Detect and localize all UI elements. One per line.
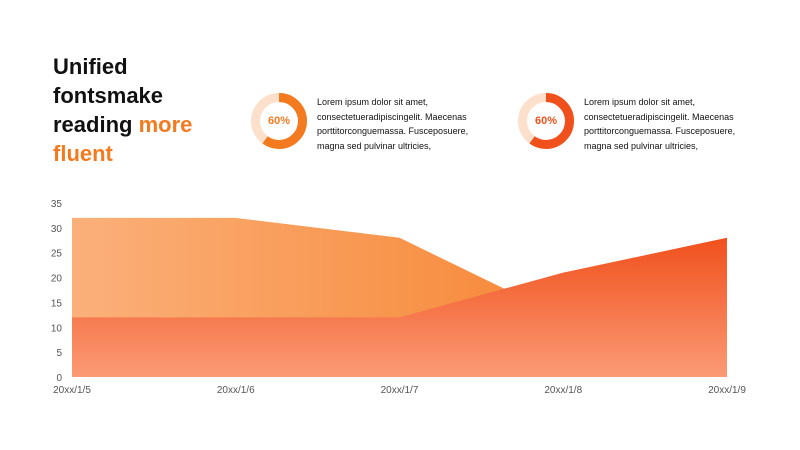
x-tick-label: 20xx/1/8 xyxy=(544,385,582,396)
x-tick-label: 20xx/1/6 xyxy=(217,385,255,396)
y-tick-label: 5 xyxy=(56,348,62,359)
title-line-3-plain: reading xyxy=(53,112,139,137)
y-tick-label: 30 xyxy=(51,224,63,235)
page-title: Unified fontsmake reading more fluent xyxy=(53,52,243,168)
x-tick-label: 20xx/1/9 xyxy=(708,385,746,396)
donut-chart-1: 60% xyxy=(249,91,309,151)
title-line-1: Unified xyxy=(53,54,128,79)
area-series-2 xyxy=(72,237,727,377)
donut-percent-label-1: 60% xyxy=(267,115,291,127)
donut-progress-2 xyxy=(518,93,574,149)
title-line-3-accent: more xyxy=(138,112,193,137)
y-tick-label: 35 xyxy=(51,199,63,210)
y-tick-label: 25 xyxy=(51,249,63,260)
stat-description-1: Lorem ipsum dolor sit amet, consectetuer… xyxy=(317,97,469,151)
stat-description-2: Lorem ipsum dolor sit amet, consectetuer… xyxy=(584,97,736,151)
title-line-3: reading more xyxy=(53,110,243,139)
x-tick-label: 20xx/1/5 xyxy=(53,385,91,396)
x-tick-label: 20xx/1/7 xyxy=(381,385,419,396)
title-line-4-accent: fluent xyxy=(53,141,113,166)
donut-progress-1 xyxy=(251,93,307,149)
y-tick-label: 15 xyxy=(51,298,63,309)
y-tick-label: 0 xyxy=(56,373,62,384)
y-tick-label: 20 xyxy=(51,274,63,285)
donut-percent-label-2: 60% xyxy=(534,115,558,127)
title-line-2: fontsmake xyxy=(53,83,164,108)
donut-chart-2: 60% xyxy=(516,91,576,151)
y-tick-label: 10 xyxy=(51,323,63,334)
